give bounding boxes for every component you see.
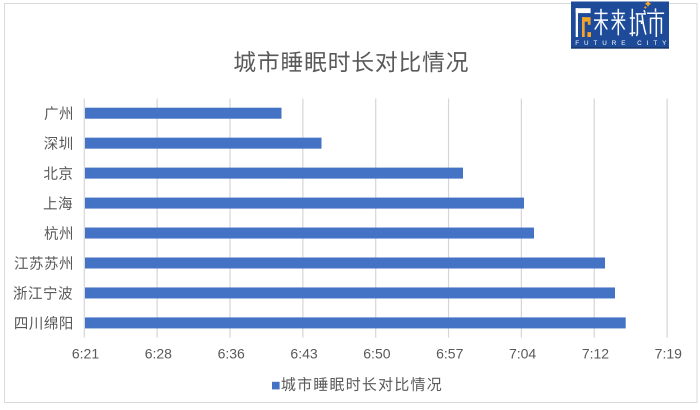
svg-text:6:50: 6:50 xyxy=(363,345,390,361)
svg-text:7:04: 7:04 xyxy=(509,345,536,361)
svg-text:FUTURE CITY: FUTURE CITY xyxy=(575,40,671,47)
svg-text:6:57: 6:57 xyxy=(436,345,463,361)
svg-text:6:43: 6:43 xyxy=(290,345,317,361)
svg-text:6:36: 6:36 xyxy=(218,345,245,361)
svg-text:7:12: 7:12 xyxy=(582,345,609,361)
svg-text:6:28: 6:28 xyxy=(145,345,172,361)
svg-text:6:21: 6:21 xyxy=(72,345,99,361)
svg-text:7:19: 7:19 xyxy=(655,345,682,361)
